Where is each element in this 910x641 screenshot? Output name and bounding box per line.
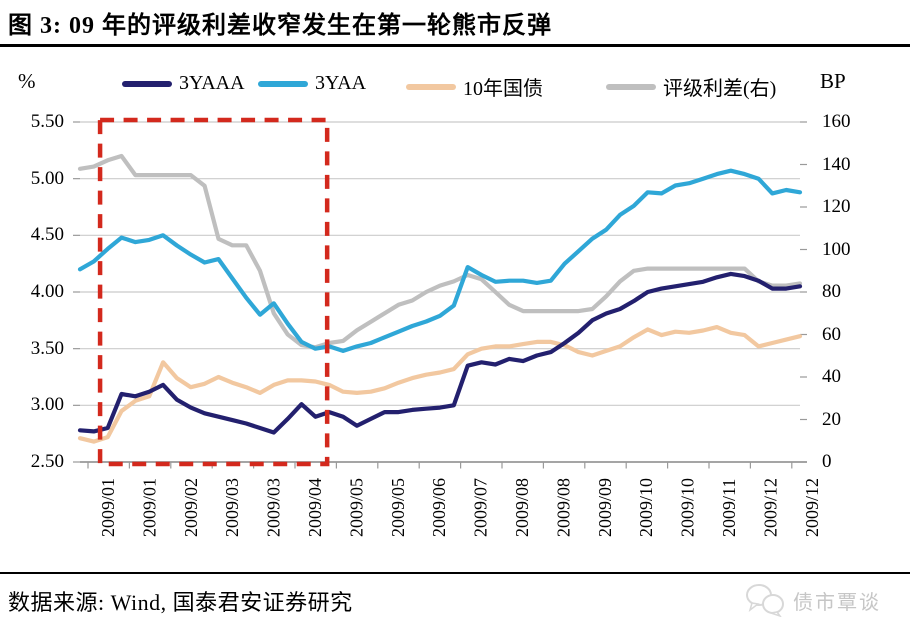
watermark-text: 债市覃谈 [793,591,881,614]
right-axis-tick-label: 60 [822,323,841,345]
right-axis-tick-label: 120 [822,196,851,217]
legend-item-spread: 评级利差(右) [606,72,776,101]
right-axis-tick-label: 0 [822,451,832,472]
x-axis-tick-label: 2009/01 [139,477,160,537]
legend-label-3yaa: 3YAA [315,72,367,94]
figure-title: 图 3: 09 年的评级利差收窄发生在第一轮熊市反弹 [8,13,552,39]
left-axis-tick-label: 3.50 [30,337,64,359]
left-axis-tick-label: 4.00 [30,281,64,302]
x-axis-tick-label: 2009/12 [760,477,781,537]
legend-label-spread: 评级利差(右) [663,78,777,100]
left-axis-tick-label: 5.00 [30,167,64,189]
speech-bubbles-icon [746,584,784,617]
legend-item-treasury: 10年国债 [406,72,543,101]
right-axis-tick-label: 40 [822,366,841,387]
right-axis-tick-label: 140 [822,153,851,175]
x-axis-tick-label: 2009/08 [553,477,574,537]
x-axis-tick-label: 2009/01 [98,477,118,537]
title-divider [0,44,910,47]
legend-swatch-3yaa-icon [258,80,308,87]
legend-item-3yaaa: 3YAAA [122,72,245,95]
left-axis-unit: % [18,69,36,93]
x-axis-tick-label: 2009/05 [387,477,408,537]
x-axis-tick-label: 2009/05 [346,477,367,537]
legend-swatch-3yaaa-icon [122,80,172,87]
left-axis-tick-label: 2.50 [30,451,64,472]
x-axis-tick-label: 2009/12 [801,477,822,537]
right-axis-tick-label: 100 [822,238,851,260]
legend-label-treasury: 10年国债 [463,78,543,100]
x-axis-tick-label: 2009/08 [512,477,532,537]
right-axis-tick-label: 20 [822,408,841,430]
legend-swatch-treasury-icon [406,83,456,90]
x-axis-tick-label: 2009/07 [470,477,491,537]
footer-divider [0,572,910,574]
legend-swatch-spread-icon [606,83,656,90]
x-axis-tick-label: 2009/10 [677,477,698,537]
x-axis-tick-label: 2009/04 [305,477,325,537]
x-axis-tick-label: 2009/02 [180,477,201,537]
right-axis-unit: BP [820,69,846,93]
x-axis-tick-label: 2009/03 [263,477,284,537]
x-axis-tick-label: 2009/09 [594,477,615,537]
watermark: 债市覃谈 [744,583,881,617]
right-axis-tick-label: 160 [822,111,851,132]
left-axis-tick-label: 4.50 [30,224,64,246]
x-axis-tick-label: 2009/11 [719,478,739,537]
x-axis-tick-label: 2009/06 [429,477,450,537]
legend-item-3yaa: 3YAA [258,72,366,95]
left-axis-tick-label: 3.00 [30,394,64,416]
legend-label-3yaaa: 3YAAA [179,72,245,94]
data-source-text: 数据来源: Wind, 国泰君安证券研究 [8,590,353,615]
right-axis-tick-label: 80 [822,281,841,302]
x-axis-tick-label: 2009/10 [636,477,657,537]
left-axis-tick-label: 5.50 [30,111,64,132]
x-axis-tick-label: 2009/03 [222,477,243,537]
